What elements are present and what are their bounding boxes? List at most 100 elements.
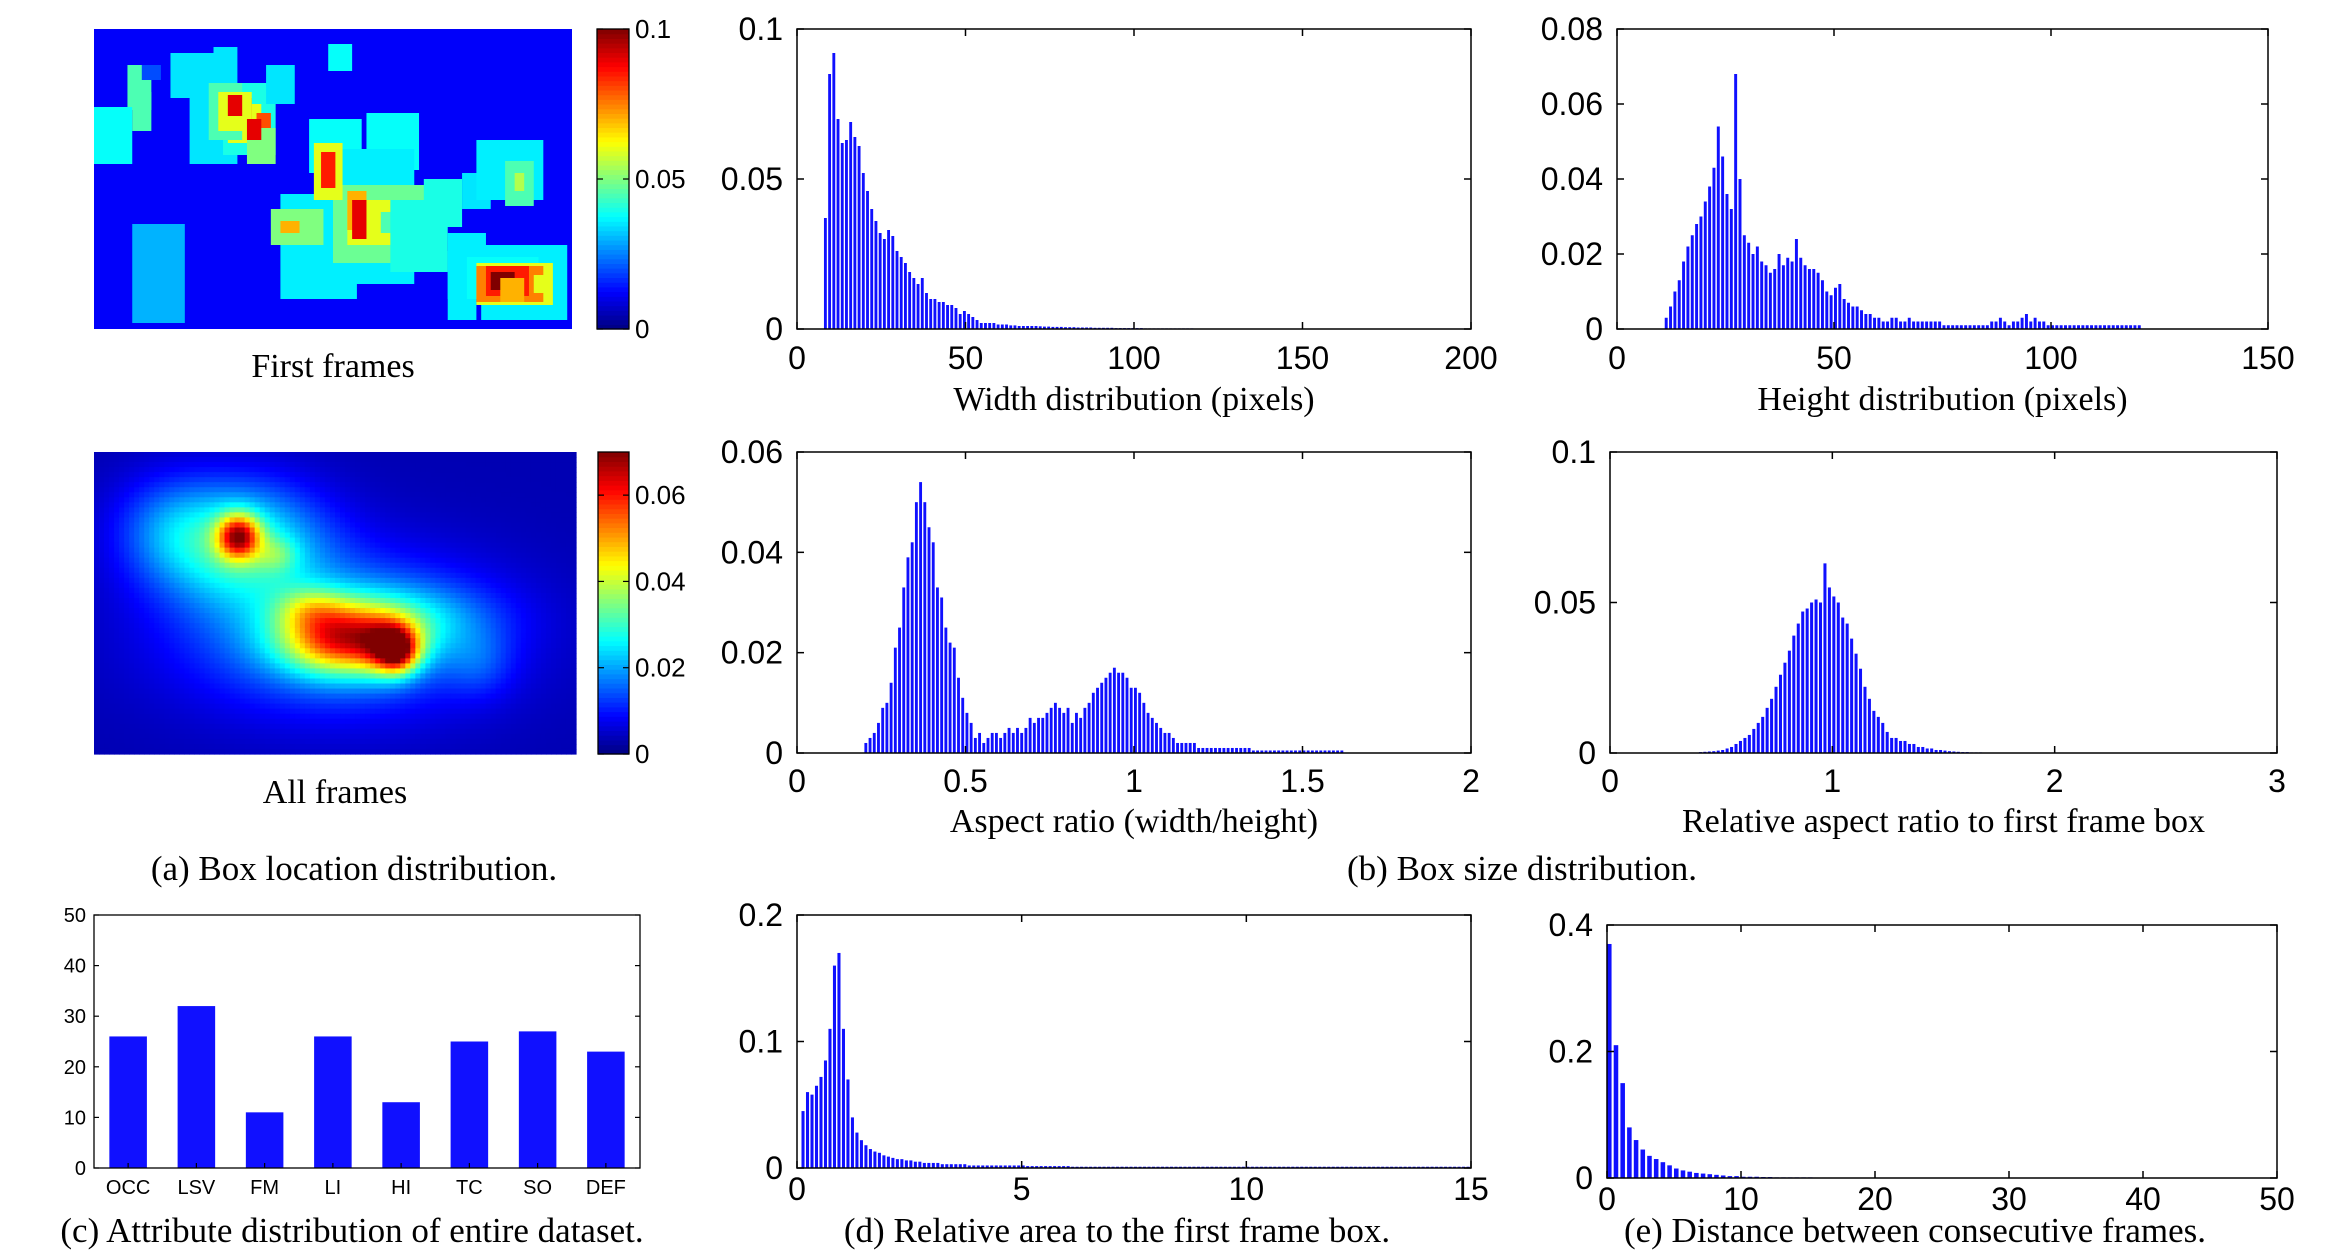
heatmap-cell [405, 542, 411, 549]
heatmap-cell [179, 658, 185, 664]
heatmap-cell [264, 663, 271, 670]
heatmap-cell [154, 693, 160, 700]
heatmap-cell [289, 507, 296, 513]
heatmap-cell [380, 547, 386, 554]
heatmap-cell [194, 587, 201, 594]
heatmap-cell [219, 462, 226, 468]
heatmap-cell [219, 618, 226, 624]
heatmap-cell [244, 502, 251, 508]
heatmap-cell [209, 512, 216, 519]
heatmap-cell [279, 683, 286, 690]
heatmap-cell [149, 452, 155, 458]
heatmap-cell [179, 567, 185, 574]
heatmap-cell [124, 542, 130, 549]
heatmap-cell [279, 658, 286, 664]
heatmap-cell [309, 648, 316, 654]
heatmap-cell [545, 603, 552, 609]
heatmap-cell [490, 608, 497, 614]
heatmap-cell [400, 487, 406, 493]
heatmap-cell [329, 628, 336, 634]
heatmap-cell [565, 497, 572, 503]
heatmap-cell [370, 462, 376, 468]
heatmap-cell [139, 462, 145, 468]
heatmap-cell [370, 537, 376, 544]
heatmap-cell [219, 512, 226, 519]
heatmap-cell [99, 477, 105, 483]
heatmap-cell [530, 512, 537, 519]
heatmap-cell [269, 567, 276, 574]
heatmap-cell [264, 613, 271, 619]
heatmap-cell [309, 592, 316, 599]
heatmap-cell [269, 693, 276, 700]
heatmap-cell [445, 462, 452, 468]
heatmap-cell [435, 658, 442, 664]
heatmap-cell [159, 467, 165, 473]
heatmap-cell [440, 457, 447, 463]
heatmap-cell [319, 643, 326, 649]
heatmap-cell [445, 552, 452, 559]
heatmap-cell [490, 562, 497, 569]
heatmap-cell [289, 497, 296, 503]
heatmap-cell [149, 693, 155, 700]
heatmap-cell [440, 648, 447, 654]
heatmap-cell [189, 507, 196, 513]
heatmap-cell [164, 703, 170, 710]
heatmap-cell [119, 688, 125, 695]
heatmap-cell [219, 633, 226, 639]
heatmap-cell [244, 673, 251, 680]
heatmap-cell [360, 472, 366, 478]
heatmap-cell [350, 688, 356, 695]
heatmap-cell [500, 522, 507, 529]
heatmap-cell [129, 638, 135, 644]
heatmap-cell [109, 653, 115, 659]
colorbar-step [597, 296, 629, 302]
heatmap-cell [309, 467, 316, 473]
heatmap-cell [480, 633, 487, 639]
heatmap-cell [380, 482, 386, 488]
heatmap-cell [249, 678, 256, 685]
heatmap-cell [530, 698, 537, 705]
heatmap-cell [565, 522, 572, 529]
heatmap-cell [355, 507, 361, 513]
heatmap-cell [94, 482, 100, 488]
heatmap-cell [335, 567, 341, 574]
heatmap-cell [525, 462, 532, 468]
heatmap-cell [340, 562, 346, 569]
heatmap-cell [435, 542, 442, 549]
heatmap-cell [144, 562, 150, 569]
heatmap-cell [345, 527, 351, 534]
heatmap-cell [350, 693, 356, 700]
heatmap-cell [109, 638, 115, 644]
heatmap-cell [425, 542, 431, 549]
heatmap-cell [495, 562, 502, 569]
heatmap-cell [455, 678, 462, 685]
heatmap-cell [395, 638, 401, 644]
heatmap-cell [234, 512, 241, 519]
heatmap-cell [114, 582, 120, 589]
heatmap-cell [284, 467, 291, 473]
heatmap-cell [400, 537, 406, 544]
heatmap-cell [345, 653, 351, 659]
heatmap-cell [380, 592, 386, 599]
heatmap-cell [495, 643, 502, 649]
heatmap-cell [430, 577, 437, 584]
heatmap-cell [309, 557, 316, 564]
heatmap-cell [104, 678, 110, 685]
heatmap-cell [289, 532, 296, 539]
heatmap-cell [425, 628, 431, 634]
heatmap-cell [380, 487, 386, 493]
heatmap-cell [440, 527, 447, 534]
heatmap-cell [184, 643, 190, 649]
heatmap-cell [540, 603, 547, 609]
heatmap-cell [370, 517, 376, 524]
heatmap-cell [249, 663, 256, 670]
heatmap-cell [109, 597, 115, 604]
heatmap-cell [279, 653, 286, 659]
heatmap-cell [570, 557, 577, 564]
heatmap-cell [139, 698, 145, 705]
heatmap-cell [520, 547, 527, 554]
heatmap-cell [445, 663, 452, 670]
heatmap-cell [500, 507, 507, 513]
heatmap-cell [229, 487, 236, 493]
heatmap-cell [440, 547, 447, 554]
